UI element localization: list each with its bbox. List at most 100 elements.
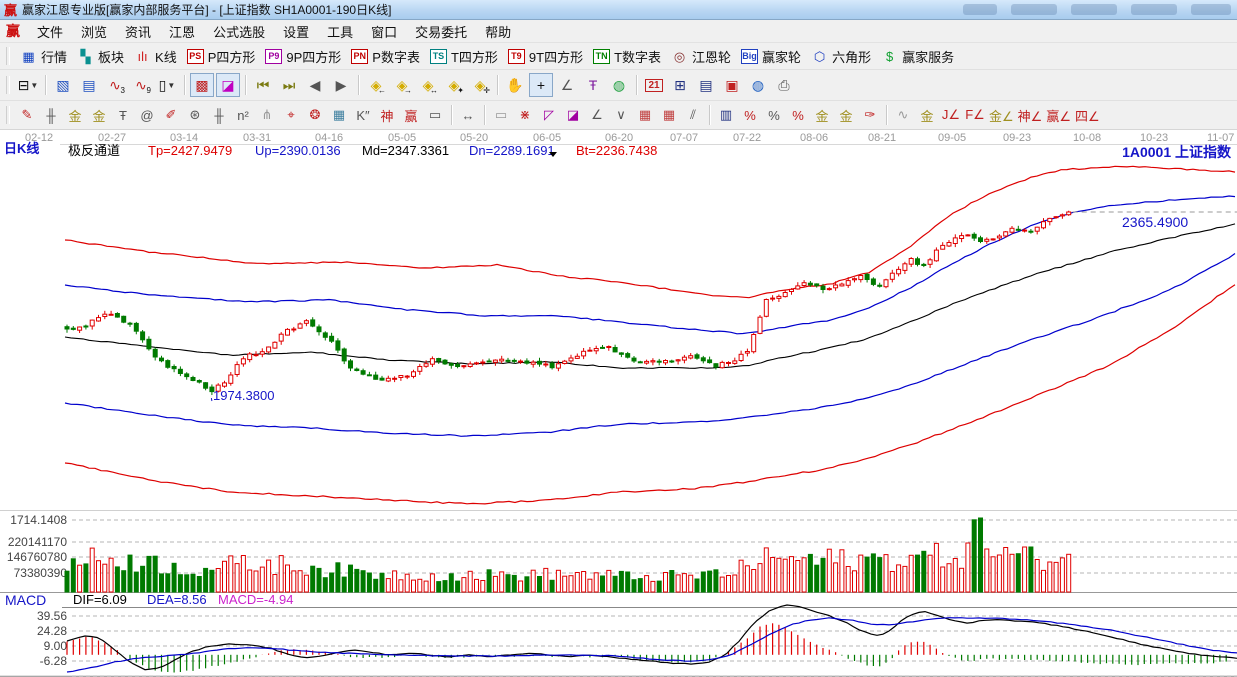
golden-box-button[interactable]: 金 [916, 104, 938, 126]
menu-item-8[interactable]: 交易委托 [415, 24, 468, 40]
winner-wheel-button[interactable]: Big 赢家轮 [736, 45, 806, 68]
menu-item-1[interactable]: 浏览 [81, 24, 108, 40]
zigzag-button[interactable]: ∨ [610, 104, 632, 126]
notes-button[interactable]: ▤ [694, 73, 718, 97]
wave9-button[interactable]: ∿ 9 [129, 73, 153, 97]
trend-line-button[interactable]: ∠ [555, 73, 579, 97]
ray-box-button[interactable]: ◸ [538, 104, 560, 126]
window-control-button[interactable] [963, 4, 997, 15]
window-control-button[interactable] [1191, 4, 1231, 15]
diamond-right-button[interactable]: ◈ → [390, 73, 414, 97]
kline-button[interactable]: ılı K线 [129, 45, 182, 68]
grid-lines-button[interactable]: ╫ [208, 104, 230, 126]
print-button[interactable]: ⎙ [772, 73, 796, 97]
four-angle-button[interactable]: 四∠ [1074, 104, 1101, 126]
crosshair-button[interactable]: + [529, 73, 553, 97]
next-page-button[interactable]: ▶ [329, 73, 353, 97]
n-square-button[interactable]: n² [232, 104, 254, 126]
gann-grid-button[interactable]: ╫ [40, 104, 62, 126]
last-page-button[interactable]: ⏭ [277, 73, 301, 97]
pan-hand-button[interactable]: ✋ [503, 73, 527, 97]
winner-service-button[interactable]: $ 赢家服务 [876, 45, 959, 68]
wheel-grid-button[interactable]: ▦ [328, 104, 350, 126]
wheel-small-button[interactable]: ❂ [304, 104, 326, 126]
sectors-button[interactable]: ▚ 板块 [72, 45, 129, 68]
period-day-button[interactable]: ⊟ ▼ [16, 73, 40, 97]
candle-style-button[interactable]: ▯ ▼ [155, 73, 179, 97]
window-controls[interactable] [963, 4, 1231, 15]
pen2-button[interactable]: ✐ [160, 104, 182, 126]
ying-angle-button[interactable]: 赢∠ [1045, 104, 1072, 126]
menu-item-2[interactable]: 资讯 [125, 24, 152, 40]
volume-profile-button[interactable]: ◪ [216, 73, 240, 97]
spiral-button[interactable]: @ [136, 104, 158, 126]
save-button[interactable]: ▣ [720, 73, 744, 97]
p-square-button[interactable]: PS P四方形 [182, 45, 261, 68]
percent-button[interactable]: % [763, 104, 785, 126]
window-control-button[interactable] [1071, 4, 1117, 15]
ray-fan-button[interactable]: ⋇ [514, 104, 536, 126]
wave-tool-button[interactable]: ∿ [892, 104, 914, 126]
gann-wheel-button[interactable]: ◎ 江恩轮 [666, 45, 736, 68]
window-control-button[interactable] [1131, 4, 1177, 15]
shade-box-button[interactable]: ◪ [562, 104, 584, 126]
gold-angle-button[interactable]: 金∠ [988, 104, 1015, 126]
toolbar-grip[interactable] [6, 106, 10, 124]
toolbar-grip[interactable] [6, 47, 10, 65]
prev-page-button[interactable]: ◀ [303, 73, 327, 97]
diamond-full-button[interactable]: ◈ ✛ [468, 73, 492, 97]
mirror-angle-button[interactable]: ⋔ [256, 104, 278, 126]
calculator-button[interactable]: ⊞ [668, 73, 692, 97]
k-quote-button[interactable]: K″ [352, 104, 374, 126]
p-digit-button[interactable]: PN P数字表 [346, 45, 425, 68]
p9-square-button[interactable]: P9 9P四方形 [260, 45, 346, 68]
gann-circle-button[interactable]: ⊛ [184, 104, 206, 126]
shen-angle-button[interactable]: 神∠ [1017, 104, 1044, 126]
network-button[interactable]: ◍ [746, 73, 770, 97]
golden-h-button[interactable]: 金 [64, 104, 86, 126]
golden-v-button[interactable]: 金 [88, 104, 110, 126]
parallel-button[interactable]: ⫽ [682, 104, 704, 126]
angle-lines-button[interactable]: ∠ [586, 104, 608, 126]
diamond-expand-button[interactable]: ◈ ↔ [416, 73, 440, 97]
ying-pattern-button[interactable]: ▩ [190, 73, 214, 97]
ping-tool-button[interactable]: Ŧ [581, 73, 605, 97]
t-digit-button[interactable]: TN T数字表 [588, 45, 666, 68]
golden-ul-button[interactable]: 金 [835, 104, 857, 126]
percent-ul-button[interactable]: % [787, 104, 809, 126]
calendar-button[interactable]: 21 [642, 73, 666, 97]
wave3-button[interactable]: ∿ 3 [103, 73, 127, 97]
ruler-button[interactable]: ▭ [424, 104, 446, 126]
hexagon-button[interactable]: ⬡ 六角形 [806, 45, 876, 68]
toolbar-grip[interactable] [6, 76, 10, 94]
menu-item-6[interactable]: 工具 [327, 24, 354, 40]
quotes-button[interactable]: ▦ 行情 [15, 45, 72, 68]
percent-line-button[interactable]: % [739, 104, 761, 126]
f-angle-button[interactable]: F∠ [964, 104, 986, 126]
stats-table-button[interactable]: ▥ [715, 104, 737, 126]
target-cross-button[interactable]: ⌖ [280, 104, 302, 126]
grid-red2-button[interactable]: ▦ [658, 104, 680, 126]
diamond-compress-button[interactable]: ◈ ✦ [442, 73, 466, 97]
box-select-button[interactable]: ▭ [490, 104, 512, 126]
t-square-button[interactable]: TS T四方形 [425, 45, 503, 68]
grid-red-button[interactable]: ▦ [634, 104, 656, 126]
menu-item-4[interactable]: 公式选股 [213, 24, 266, 40]
first-page-button[interactable]: ⏮ [251, 73, 275, 97]
width-measure-button[interactable]: ↔ [457, 104, 479, 126]
j-angle-button[interactable]: J∠ [940, 104, 962, 126]
fibo-f-button[interactable]: Ŧ [112, 104, 134, 126]
window-control-button[interactable] [1011, 4, 1057, 15]
map-tool-button[interactable]: ◍ [607, 73, 631, 97]
pattern-select-button[interactable]: ▧ [51, 73, 75, 97]
golden-circle-button[interactable]: 金 [811, 104, 833, 126]
t9-square-button[interactable]: T9 9T四方形 [503, 45, 588, 68]
menu-item-0[interactable]: 文件 [37, 24, 64, 40]
ying-tool-button[interactable]: 赢 [400, 104, 422, 126]
menu-item-9[interactable]: 帮助 [485, 24, 512, 40]
menu-item-3[interactable]: 江恩 [169, 24, 196, 40]
shen-tool-button[interactable]: 神 [376, 104, 398, 126]
brush-button[interactable]: ✑ [859, 104, 881, 126]
info-list-button[interactable]: ▤ [77, 73, 101, 97]
